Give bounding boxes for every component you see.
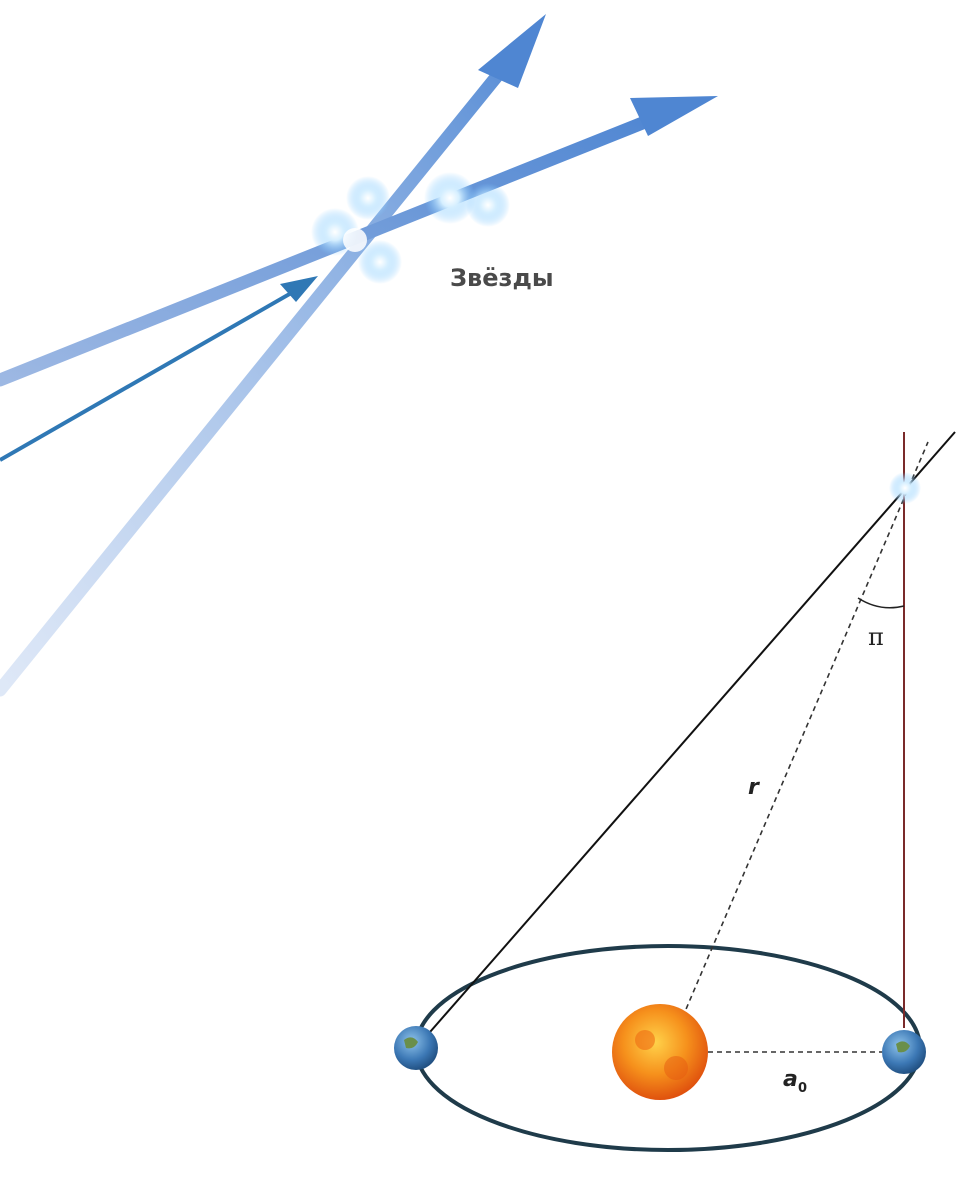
- semi-major-axis-subscript: 0: [798, 1081, 807, 1096]
- sun-spot: [664, 1056, 688, 1080]
- earth-icon: [394, 1026, 438, 1070]
- sun-spot: [635, 1030, 655, 1050]
- sun-icon: [612, 1004, 708, 1100]
- earth-land: [404, 1037, 418, 1049]
- thin-arrow-head: [280, 276, 318, 302]
- beam-shallow-arrowhead: [630, 96, 718, 136]
- parallax-angle-label: π: [868, 623, 884, 651]
- beam-steep-arrowhead: [478, 14, 546, 88]
- star-beams-illustration: Звёзды: [0, 14, 718, 697]
- parallax-geometry: π r a 0: [394, 431, 956, 1152]
- star-glow-icon: [466, 183, 510, 227]
- parallax-angle-arc: [857, 597, 905, 609]
- earth-icon: [882, 1030, 926, 1074]
- star-glow-icon: [358, 240, 402, 284]
- semi-major-axis-label: a: [783, 1067, 798, 1092]
- star-cluster: [311, 172, 510, 284]
- left-sight-line: [415, 431, 956, 1049]
- stars-label: Звёзды: [450, 264, 554, 292]
- sun-star-dashed-line: [671, 441, 929, 1043]
- thin-arrow-line: [0, 286, 301, 462]
- star-glow-icon: [343, 228, 367, 252]
- star-glow-icon: [346, 176, 390, 220]
- star-glow-icon: [424, 172, 476, 224]
- earth-land: [896, 1041, 910, 1053]
- star-glow-icon: [889, 472, 921, 504]
- earth-left: [394, 1026, 438, 1070]
- earth-right: [882, 1030, 926, 1074]
- distance-label: r: [748, 775, 760, 800]
- beam-steep: [0, 53, 517, 697]
